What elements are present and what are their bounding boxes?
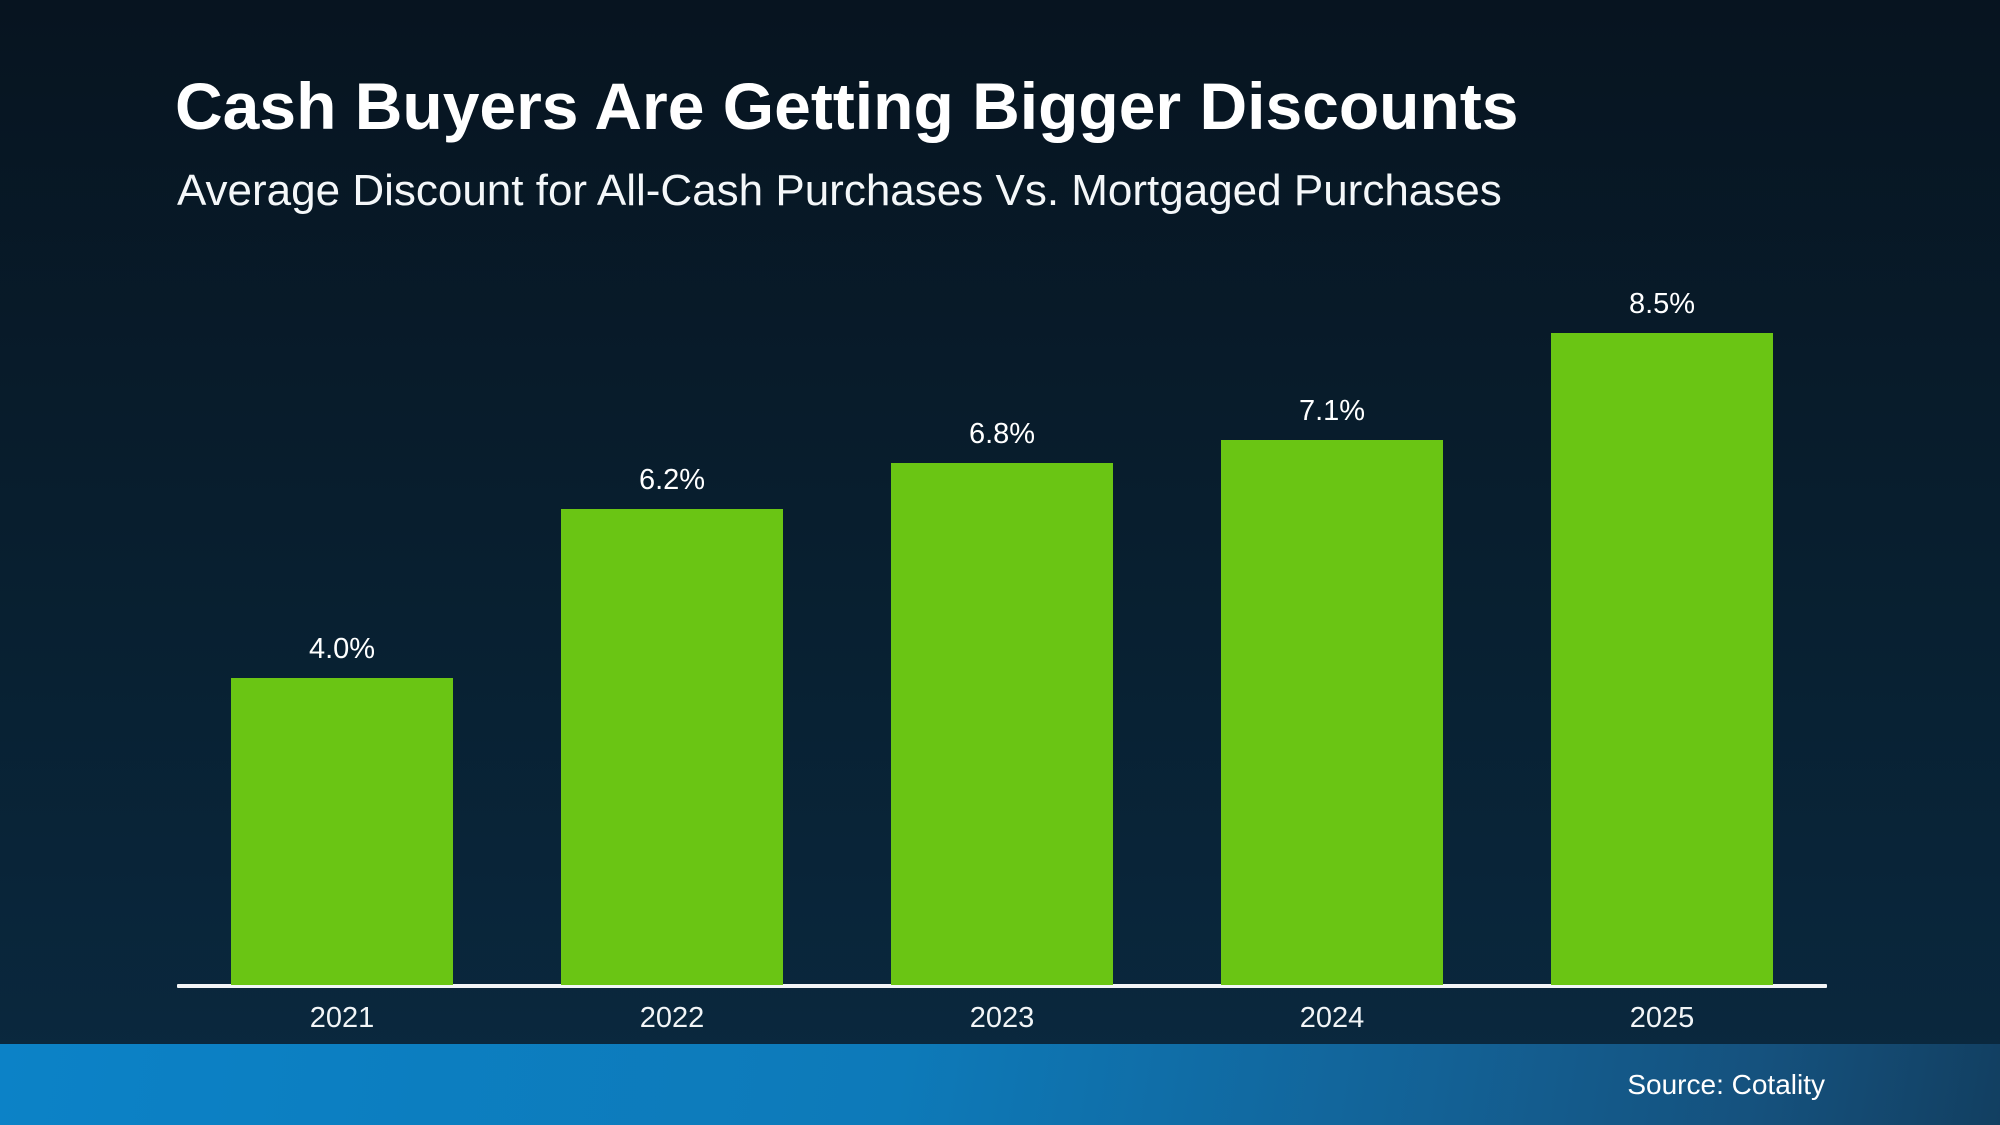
x-tick-label-2023: 2023 bbox=[969, 1002, 1035, 1034]
x-tick-label-2022: 2022 bbox=[639, 1002, 705, 1034]
value-label-2023: 6.8% bbox=[968, 418, 1036, 450]
bar-2022 bbox=[561, 509, 783, 985]
value-label-2025: 8.5% bbox=[1628, 288, 1696, 320]
x-tick-label-2025: 2025 bbox=[1629, 1002, 1695, 1034]
bar-2021 bbox=[231, 678, 453, 985]
x-axis-line bbox=[177, 984, 1827, 988]
source-attribution: Source: Cotality bbox=[1627, 1069, 1825, 1100]
bar-2024 bbox=[1221, 440, 1443, 985]
value-label-2021: 4.0% bbox=[308, 633, 376, 665]
bar-2023 bbox=[891, 463, 1113, 985]
x-tick-label-2021: 2021 bbox=[309, 1002, 375, 1034]
chart-subtitle: Average Discount for All-Cash Purchases … bbox=[177, 166, 1502, 215]
bar-2025 bbox=[1551, 333, 1773, 985]
x-tick-label-2024: 2024 bbox=[1299, 1002, 1365, 1034]
value-label-2024: 7.1% bbox=[1298, 395, 1366, 427]
chart-title: Cash Buyers Are Getting Bigger Discounts bbox=[175, 69, 1519, 143]
footer-brand-strip: Source: Cotality bbox=[0, 1044, 2000, 1125]
value-label-2022: 6.2% bbox=[638, 464, 706, 496]
